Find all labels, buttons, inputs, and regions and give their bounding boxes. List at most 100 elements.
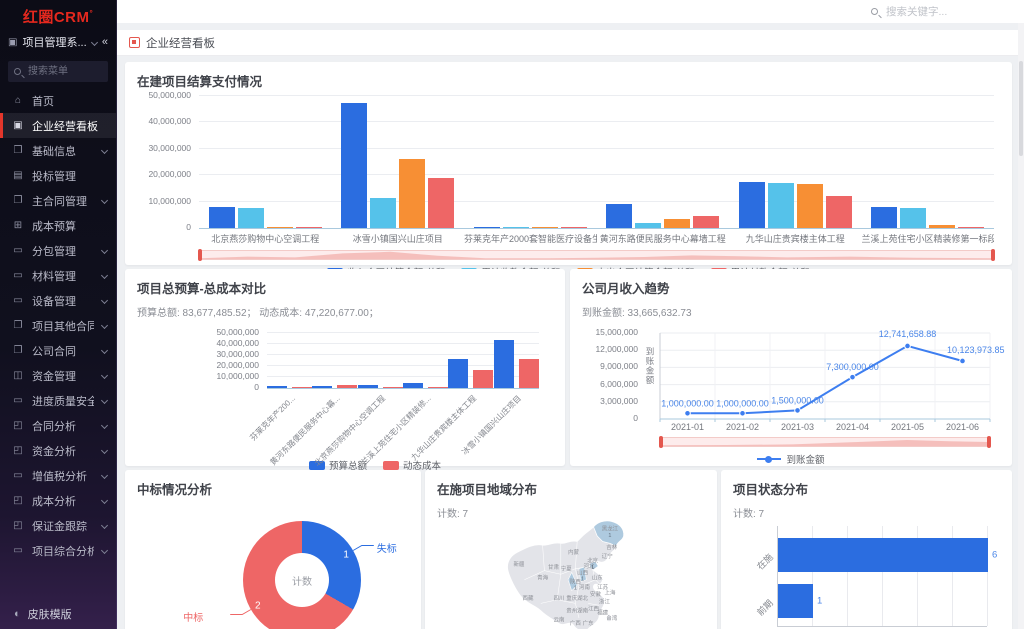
analysis-icon: ◰: [13, 495, 23, 506]
legend-item[interactable]: 动态成本: [383, 458, 441, 472]
gridline: [847, 526, 848, 626]
datazoom-handle-left[interactable]: [659, 436, 663, 448]
svg-text:黑龙江: 黑龙江: [602, 525, 619, 533]
y-axis-label: 9,000,000: [600, 361, 638, 372]
y-axis-label: 在施: [755, 551, 775, 572]
legend-item[interactable]: 预算总额: [308, 458, 367, 472]
monthly-income-line-chart: 0 3,000,000 6,000,000 9,000,000 12,000,000 15…: [582, 327, 1004, 466]
bar: [502, 227, 529, 228]
bar: [403, 382, 424, 388]
bid-icon: ▤: [13, 170, 23, 181]
svg-text:安徽: 安徽: [590, 590, 601, 598]
x-axis-labels: 北京燕莎购物中心空调工程 冰雪小镇国兴山庄项目 芬莱克年产2000套智能医疗设备生产…: [199, 229, 994, 245]
bar-group: [729, 96, 862, 228]
sidebar-item-3[interactable]: ▤ 投标管理: [0, 163, 116, 188]
bar: [664, 218, 691, 228]
bar: [796, 184, 823, 228]
sidebar-item-0[interactable]: ⌂ 首页: [0, 88, 116, 113]
chevron-down-icon: [100, 471, 109, 480]
gridline: [199, 200, 994, 202]
bar: [825, 196, 852, 228]
datazoom-handle-right[interactable]: [991, 249, 995, 261]
sidebar-item-8[interactable]: ▭ 设备管理: [0, 288, 116, 313]
collapse-sidebar-button[interactable]: «: [101, 36, 108, 48]
bar: [428, 386, 449, 388]
bar: [738, 181, 765, 228]
x-axis-labels: 2021-01 2021-02 2021-03 2021-04 2021-05 2021-…: [660, 419, 990, 432]
y-axis-label: 10,000,000: [216, 371, 259, 381]
sidebar-item-17[interactable]: ◰ 保证金跟踪: [0, 513, 116, 538]
x-axis-label: 2021-06: [945, 422, 980, 432]
chart-legend[interactable]: 到账金额: [582, 452, 1000, 466]
sidebar-item-13[interactable]: ◰ 合同分析: [0, 413, 116, 438]
legend-item[interactable]: 到账金额: [757, 452, 825, 466]
svg-text:陕西: 陕西: [570, 577, 581, 585]
sidebar-item-15[interactable]: ▭ 增值税分析: [0, 463, 116, 488]
slice-value: 2: [255, 600, 261, 611]
sidebar: 红圈CRM° ▣ 项目管理系... « ⌂ 首页 ▣ 企业经营看板 ❒ 基础信息 ▤ 投标管理…: [0, 0, 117, 629]
sidebar-item-2[interactable]: ❒ 基础信息: [0, 138, 116, 163]
scrollbar-thumb[interactable]: [1019, 61, 1023, 156]
global-search[interactable]: [871, 4, 1004, 19]
bar: [958, 227, 985, 228]
datazoom-handle-right[interactable]: [987, 436, 991, 448]
sidebar-item-label: 材料管理: [32, 270, 76, 283]
svg-text:1,500,000.00: 1,500,000.00: [771, 395, 824, 405]
svg-text:福建: 福建: [597, 608, 608, 616]
chevron-down-icon: [100, 146, 109, 155]
system-icon: ▣: [8, 36, 18, 48]
contract-icon: ❐: [13, 345, 23, 356]
gridline: [267, 354, 539, 355]
datazoom-slider[interactable]: [659, 436, 991, 448]
sidebar-item-9[interactable]: ❐ 项目其他合同: [0, 313, 116, 338]
bar: [337, 384, 358, 388]
topbar: [117, 0, 1024, 23]
gridline: [199, 95, 994, 96]
bar: [473, 370, 494, 388]
panel-bid-analysis: 中标情况分析 计数 1 失标 2 中标: [125, 470, 421, 629]
sidebar-item-label: 分包管理: [32, 245, 76, 258]
y-axis-label: 6,000,000: [600, 378, 638, 389]
global-search-input[interactable]: [884, 4, 1004, 19]
menu-search-input[interactable]: [26, 65, 102, 78]
panel-subtitle: 到账金额: 33,665,632.73: [582, 308, 692, 319]
chevron-down-icon: [90, 38, 98, 46]
skin-template-button[interactable]: ◐ 皮肤模版: [0, 599, 116, 629]
folder-icon: ▭: [13, 245, 23, 256]
tab-dashboard[interactable]: 企业经营看板: [129, 35, 215, 51]
home-icon: ⌂: [14, 95, 22, 106]
chevron-down-icon: [100, 246, 109, 255]
gridline: [199, 147, 994, 149]
svg-text:湖北: 湖北: [577, 594, 588, 602]
bar: [357, 384, 378, 388]
sidebar-item-4[interactable]: ❐ 主合同管理: [0, 188, 116, 213]
svg-text:1: 1: [591, 565, 594, 571]
bar: [518, 359, 539, 388]
scrollbar[interactable]: [1018, 23, 1024, 629]
chart-legend[interactable]: 预算总额 动态成本: [197, 458, 553, 472]
sidebar-item-label: 主合同管理: [32, 195, 87, 208]
svg-text:7,300,000.00: 7,300,000.00: [826, 362, 879, 372]
sidebar-item-1[interactable]: ▣ 企业经营看板: [0, 113, 116, 138]
y-axis-label: 30,000,000: [216, 349, 259, 359]
menu-search[interactable]: [8, 61, 108, 82]
datazoom-slider[interactable]: [198, 249, 995, 261]
sidebar-item-14[interactable]: ◰ 资金分析: [0, 438, 116, 463]
panel-title: 中标情况分析: [137, 483, 213, 497]
svg-text:吉林: 吉林: [606, 543, 617, 551]
sidebar-item-10[interactable]: ❐ 公司合同: [0, 338, 116, 363]
bar-value: 1: [817, 595, 823, 607]
sidebar-item-7[interactable]: ▭ 材料管理: [0, 263, 116, 288]
sidebar-item-12[interactable]: ▭ 进度质量安全: [0, 388, 116, 413]
bar: [341, 102, 368, 228]
sidebar-item-11[interactable]: ◫ 资金管理: [0, 363, 116, 388]
sidebar-item-5[interactable]: ⊞ 成本预算: [0, 213, 116, 238]
bar: [929, 225, 956, 228]
sidebar-item-18[interactable]: ▭ 项目综合分析: [0, 538, 116, 563]
sidebar-item-16[interactable]: ◰ 成本分析: [0, 488, 116, 513]
bar: [560, 227, 587, 228]
panel-monthly-income: 公司月收入趋势 到账金额: 33,665,632.73 0 3,000,000 6,…: [570, 269, 1012, 466]
sidebar-item-6[interactable]: ▭ 分包管理: [0, 238, 116, 263]
datazoom-handle-left[interactable]: [198, 249, 202, 261]
system-selector[interactable]: 项目管理系...: [22, 37, 87, 49]
